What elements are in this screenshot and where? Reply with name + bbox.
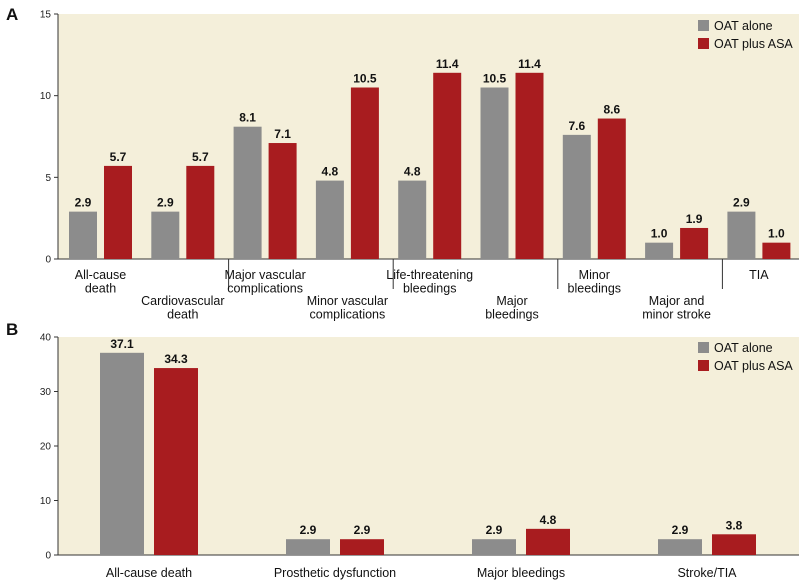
y-tick-label: 10 [40,91,52,102]
chart-panel-b: B 0 10 20 30 40 37.1 34.3 All-cause death 2.9 2.9 P… [6,320,799,580]
legend-swatch-oat-alone [698,20,709,31]
data-label: 8.6 [603,103,620,117]
bar-oat-alone [562,134,591,259]
y-tick-label: 15 [40,10,52,21]
data-label: 7.1 [274,127,291,141]
bar-oat-alone [100,352,144,555]
bar-oat-plus-asa [350,87,379,259]
y-tick-label: 0 [45,255,51,266]
bar-oat-alone [472,539,516,555]
data-label: 1.9 [686,212,703,226]
bar-oat-plus-asa [340,539,384,555]
legend-label: OAT plus ASA [714,359,793,373]
category-label: complications [310,308,386,322]
bar-oat-plus-asa [104,165,132,259]
bar-oat-plus-asa [762,242,791,259]
bar-oat-alone [727,211,756,259]
data-label: 5.7 [192,150,209,164]
bar-oat-alone [286,539,330,555]
data-label: 8.1 [239,111,256,125]
bar-oat-alone [658,539,702,555]
data-label: 2.9 [733,196,750,210]
bar-oat-alone [233,126,262,259]
category-label: All-cause death [106,566,192,580]
category-label: bleedings [568,282,622,296]
data-label: 10.5 [353,72,377,86]
data-label: 4.8 [540,513,557,527]
data-label: 2.9 [157,196,174,210]
category-label: Major vascular [224,268,305,282]
legend-label: OAT alone [714,341,773,355]
panel-letter: B [6,320,18,339]
chart-panel-a: A0510152.95.7All-causedeath2.95.7Cardiov… [6,5,799,322]
data-label: 2.9 [354,523,371,537]
category-label: minor stroke [642,308,711,322]
plot-area [58,14,799,259]
data-label: 2.9 [672,523,689,537]
category-label: All-cause [75,268,126,282]
y-tick-label: 0 [45,551,51,562]
data-label: 34.3 [164,352,188,366]
bar-oat-alone [151,211,180,259]
data-label: 1.0 [651,227,668,241]
y-tick-label: 10 [40,496,52,507]
data-label: 5.7 [110,150,127,164]
data-label: 4.8 [404,165,421,179]
legend-label: OAT alone [714,19,773,33]
legend-swatch-oat-plus-asa [698,38,709,49]
category-label: Minor vascular [307,294,388,308]
category-label: Minor [579,268,610,282]
y-tick-label: 40 [40,333,52,344]
panel-letter: A [6,5,18,24]
y-tick-label: 30 [40,387,52,398]
legend-swatch-oat-alone [698,342,709,353]
data-label: 11.4 [436,57,459,71]
bar-oat-alone [645,242,674,259]
y-tick-label: 5 [45,173,51,184]
data-label: 1.0 [768,227,785,241]
category-label: complications [227,282,303,296]
data-label: 2.9 [300,523,317,537]
category-label: bleedings [403,282,457,296]
y-tick-label: 20 [40,442,52,453]
bar-oat-plus-asa [597,118,626,260]
bar-oat-plus-asa [712,534,756,555]
category-label: TIA [749,268,769,282]
category-label: Life-threatening [386,268,473,282]
data-label: 3.8 [726,518,743,532]
data-label: 4.8 [322,165,339,179]
bar-oat-alone [69,211,97,259]
bar-oat-plus-asa [515,72,544,259]
bar-oat-plus-asa [154,368,198,555]
bar-oat-alone [398,180,427,259]
data-label: 10.5 [483,72,507,86]
data-label: 2.9 [75,196,92,210]
bar-oat-alone [315,180,344,259]
data-label: 37.1 [110,337,134,351]
category-label: Stroke/TIA [677,566,737,580]
data-label: 2.9 [486,523,503,537]
legend-swatch-oat-plus-asa [698,360,709,371]
category-label: Major [496,294,527,308]
data-label: 11.4 [518,57,541,71]
category-label: bleedings [485,308,539,322]
category-label: Major bleedings [477,566,565,580]
category-label: Cardiovascular [141,294,224,308]
bar-oat-plus-asa [526,528,570,555]
category-label: Major and [649,294,705,308]
legend-label: OAT plus ASA [714,37,793,51]
bar-oat-alone [480,87,509,259]
category-label: death [167,308,198,322]
data-label: 7.6 [568,119,585,133]
bar-oat-plus-asa [268,143,297,259]
category-label: death [85,282,116,296]
bar-oat-plus-asa [186,165,215,259]
bar-oat-plus-asa [680,227,709,259]
category-label: Prosthetic dysfunction [274,566,396,580]
bar-oat-plus-asa [433,72,462,259]
